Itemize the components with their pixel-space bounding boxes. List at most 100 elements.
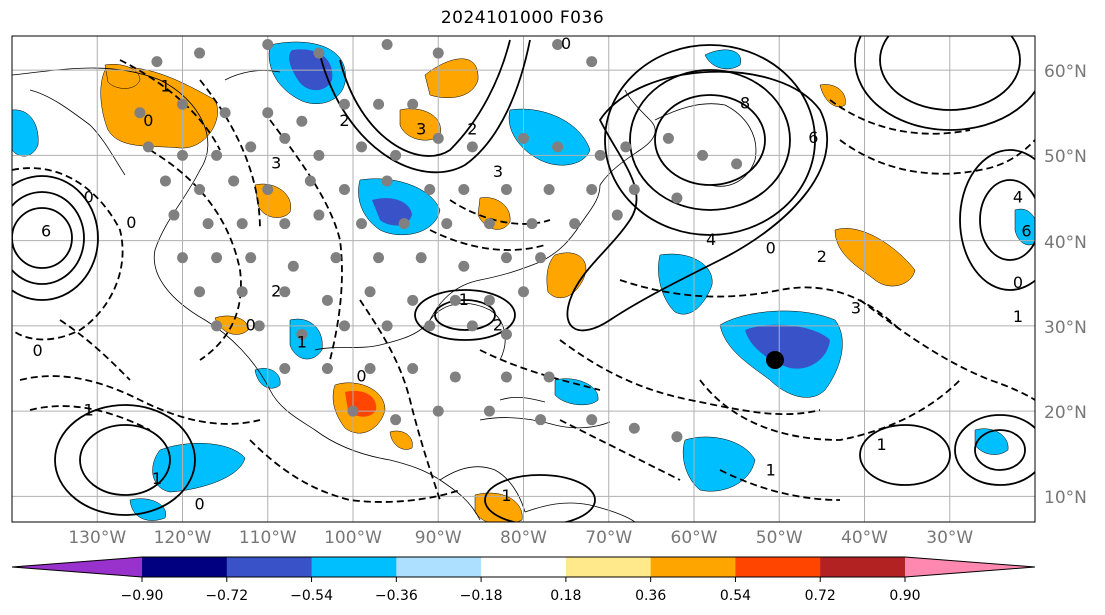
- latitude-tick-label: 30°N: [1044, 317, 1087, 338]
- station-dot: [500, 183, 512, 195]
- longitude-tick-label: 100°W: [324, 528, 382, 548]
- contour-label: 2: [339, 111, 349, 130]
- latitude-tick-label: 50°N: [1044, 147, 1087, 168]
- station-dot: [245, 252, 257, 264]
- contour-label: 1: [152, 469, 162, 488]
- station-dot: [535, 414, 547, 426]
- station-dot: [586, 56, 598, 68]
- longitude-tick-label: 120°W: [153, 528, 212, 548]
- contour-label: 0: [32, 341, 42, 360]
- station-dot: [407, 98, 419, 110]
- station-dot: [262, 107, 274, 119]
- map-title: 2024101000 F036: [440, 8, 605, 28]
- station-dot: [364, 286, 376, 298]
- station-dot: [211, 149, 223, 161]
- station-dot: [262, 183, 274, 195]
- contour-label: 3: [271, 153, 281, 172]
- station-dot: [279, 132, 291, 144]
- station-dot: [219, 107, 231, 119]
- station-dot: [500, 371, 512, 383]
- station-dot: [390, 414, 402, 426]
- shaded-positive-region: [474, 492, 523, 522]
- longitude-tick-label: 50°W: [755, 528, 803, 548]
- colorbar-segment: [735, 557, 821, 577]
- station-dot: [483, 405, 495, 417]
- colorbar-extend-low: [12, 557, 142, 577]
- longitude-tick-label: 110°W: [238, 528, 297, 548]
- station-dot: [151, 56, 163, 68]
- station-dot: [313, 209, 325, 221]
- colorbar-tick-label: −0.90: [120, 588, 164, 604]
- station-dot: [500, 252, 512, 264]
- contour-label: 4: [1013, 188, 1023, 207]
- station-dot: [535, 252, 547, 264]
- contour-label: 4: [706, 230, 716, 249]
- station-dot: [356, 218, 368, 230]
- shaded-negative-region: [12, 109, 39, 157]
- longitude-tick-label: 60°W: [670, 528, 718, 548]
- station-dot: [671, 192, 683, 204]
- station-dot: [159, 175, 171, 187]
- station-dot: [373, 252, 385, 264]
- station-dot: [168, 209, 180, 221]
- station-dot: [466, 141, 478, 153]
- station-dot: [424, 183, 436, 195]
- latitude-tick-label: 60°N: [1044, 62, 1087, 83]
- station-dot: [279, 363, 291, 375]
- station-dot: [313, 47, 325, 59]
- contour-label: 3: [493, 162, 503, 181]
- colorbar-segment: [820, 557, 906, 577]
- shaded-positive-region: [546, 252, 587, 298]
- station-dot: [543, 371, 555, 383]
- station-dot: [313, 149, 325, 161]
- station-dots: [134, 39, 743, 443]
- station-dot: [449, 371, 461, 383]
- station-dot: [262, 39, 274, 51]
- station-dot: [177, 98, 188, 110]
- station-dot: [441, 218, 453, 230]
- station-dot: [449, 294, 461, 306]
- colorbar: [11, 556, 1036, 582]
- station-dot: [236, 286, 248, 298]
- station-dot: [253, 320, 265, 332]
- contour-lines-dashed: [12, 59, 1035, 503]
- station-dot: [194, 47, 206, 59]
- colorbar-segment: [650, 557, 736, 577]
- contour-label: 0: [561, 34, 571, 53]
- station-dot: [364, 363, 376, 375]
- station-dot: [628, 422, 640, 434]
- station-dot: [697, 149, 709, 161]
- shaded-positive-region: [834, 228, 916, 287]
- contour-label: 0: [84, 188, 94, 207]
- station-dot: [296, 115, 308, 127]
- colorbar-extend-high: [905, 557, 1035, 577]
- shaded-negative-region: [554, 378, 599, 406]
- contour-label: 6: [1021, 222, 1031, 241]
- latitude-tick-label: 20°N: [1044, 403, 1087, 424]
- station-dot: [236, 218, 248, 230]
- station-dot: [552, 39, 564, 51]
- station-dot: [347, 405, 359, 417]
- colorbar-segment: [396, 557, 482, 577]
- station-dot: [381, 320, 393, 332]
- station-dot: [142, 141, 154, 153]
- contour-label: 1: [876, 435, 886, 454]
- station-dot: [552, 141, 564, 153]
- contour-label: 0: [246, 315, 256, 334]
- latitude-tick-label: 10°N: [1044, 488, 1087, 509]
- station-dot: [338, 183, 350, 195]
- shaded-negative-region: [508, 108, 591, 166]
- colorbar-tick-label: −0.36: [374, 588, 418, 604]
- contour-label: 1: [160, 77, 170, 96]
- colorbar-segment: [226, 557, 313, 577]
- contour-label: 6: [41, 222, 51, 241]
- shaded-negative-region: [129, 498, 166, 521]
- station-dot: [518, 286, 529, 298]
- shaded-negative-region: [682, 436, 756, 492]
- station-dot: [586, 183, 598, 195]
- station-dot: [338, 320, 350, 332]
- shaded-negative-core: [745, 324, 830, 369]
- station-dot: [398, 218, 410, 230]
- station-dot: [594, 149, 606, 161]
- contour-label: 0: [143, 111, 153, 130]
